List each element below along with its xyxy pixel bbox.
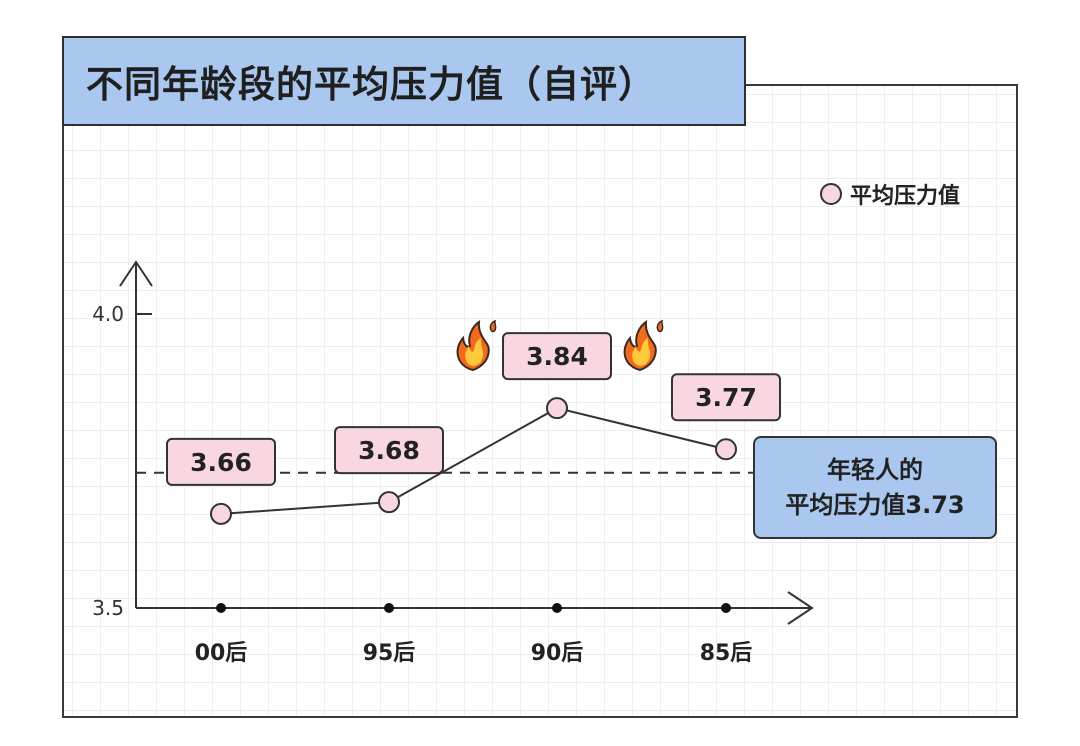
y-tick-label: 3.5 bbox=[92, 596, 124, 620]
x-axis-arrow bbox=[787, 591, 814, 625]
x-tick-dot bbox=[384, 603, 394, 613]
x-tick-dot bbox=[721, 603, 731, 613]
x-tick-label: 95后 bbox=[363, 641, 416, 666]
legend-label: 平均压力值 bbox=[850, 184, 961, 209]
average-note: 年轻人的 平均压力值3.73 bbox=[753, 436, 997, 539]
series-line bbox=[220, 407, 727, 515]
data-point bbox=[546, 397, 568, 420]
data-point bbox=[210, 502, 232, 525]
data-label-box bbox=[166, 437, 276, 486]
x-tick-label: 85后 bbox=[700, 641, 753, 666]
y-axis-arrow bbox=[119, 260, 153, 287]
legend-marker bbox=[820, 183, 842, 205]
x-tick-dot bbox=[216, 603, 226, 613]
chart-title: 不同年龄段的平均压力值（自评） bbox=[62, 36, 746, 126]
fire-icon bbox=[623, 320, 664, 371]
data-label: 3.66 bbox=[190, 448, 252, 477]
data-label: 3.84 bbox=[526, 342, 588, 371]
average-note-line1: 年轻人的 bbox=[827, 455, 923, 484]
y-tick-label: 4.0 bbox=[92, 302, 124, 326]
data-label: 3.68 bbox=[358, 436, 420, 465]
data-label-box bbox=[671, 373, 781, 422]
x-tick-label: 90后 bbox=[531, 641, 584, 666]
x-tick-label: 00后 bbox=[195, 641, 248, 666]
data-label-box bbox=[502, 332, 612, 381]
x-tick-dot bbox=[552, 603, 562, 613]
legend: 平均压力值 bbox=[820, 178, 960, 210]
average-note-line2: 平均压力值3.73 bbox=[785, 490, 965, 519]
data-label-box bbox=[334, 426, 444, 475]
data-label: 3.77 bbox=[695, 383, 757, 412]
data-point bbox=[715, 438, 737, 461]
data-point bbox=[378, 491, 400, 514]
fire-icon bbox=[456, 320, 497, 371]
